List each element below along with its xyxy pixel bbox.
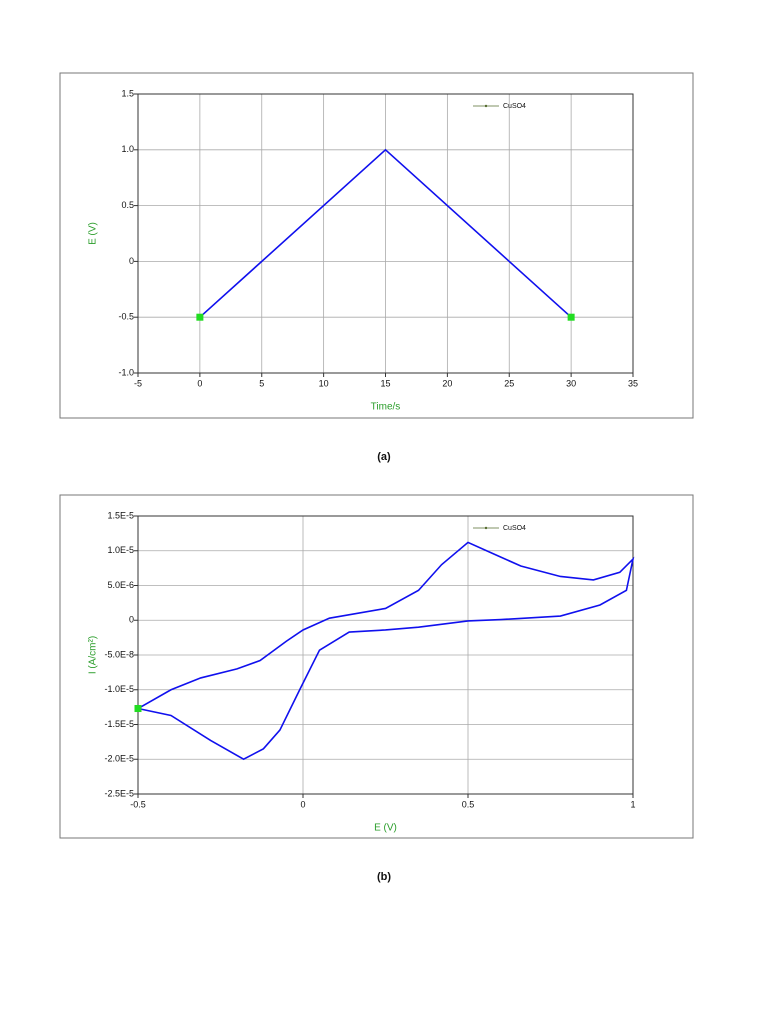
x-tick-label: -0.5: [130, 799, 146, 809]
x-tick-label: -5: [134, 378, 142, 388]
x-tick-label: 0: [197, 378, 202, 388]
end-marker: [134, 705, 142, 713]
end-marker: [196, 313, 204, 321]
y-tick-label: 1.5E-5: [107, 510, 134, 520]
y-axis-label: I (A/cm²): [88, 636, 99, 674]
y-tick-label: 1.0E-5: [107, 545, 134, 555]
x-tick-label: 35: [628, 378, 638, 388]
y-axis-label: E (V): [88, 222, 99, 245]
plot-border: [137, 93, 634, 374]
y-tick-label: 0.5: [121, 200, 134, 210]
y-tick-label: 1.0: [121, 144, 134, 154]
y-tick-label: 1.5: [121, 88, 134, 98]
x-tick-label: 15: [380, 378, 390, 388]
x-tick-label: 5: [259, 378, 264, 388]
x-tick-label: 0.5: [462, 799, 475, 809]
y-tick-label: -2.0E-5: [104, 754, 134, 764]
legend-label: CuSO4: [503, 525, 526, 532]
y-tick-label: -5.0E-8: [104, 649, 134, 659]
y-tick-label: -0.5: [118, 312, 134, 322]
x-tick-label: 25: [504, 378, 514, 388]
chart-frame: [59, 72, 694, 419]
x-axis-label: E (V): [374, 823, 397, 834]
y-tick-label: 0: [129, 256, 134, 266]
y-tick-label: -1.0: [118, 367, 134, 377]
data-line: [137, 541, 635, 761]
data-line: [199, 148, 572, 318]
x-tick-label: 0: [300, 799, 305, 809]
legend-dot: [484, 526, 488, 530]
x-axis-label: Time/s: [371, 402, 401, 413]
y-tick-label: 0: [129, 615, 134, 625]
caption: (a): [377, 451, 391, 463]
x-tick-label: 30: [566, 378, 576, 388]
x-tick-label: 1: [630, 799, 635, 809]
x-tick-label: 10: [319, 378, 329, 388]
y-tick-label: 5.0E-6: [107, 580, 134, 590]
y-tick-label: -1.5E-5: [104, 719, 134, 729]
plot-border: [137, 515, 634, 795]
x-tick-label: 20: [442, 378, 452, 388]
y-tick-label: -2.5E-5: [104, 788, 134, 798]
y-tick-label: -1.0E-5: [104, 684, 134, 694]
end-marker: [567, 313, 575, 321]
caption: (b): [377, 871, 391, 883]
legend-dot: [484, 104, 488, 108]
legend-label: CuSO4: [503, 103, 526, 110]
chart-frame: [59, 494, 694, 839]
